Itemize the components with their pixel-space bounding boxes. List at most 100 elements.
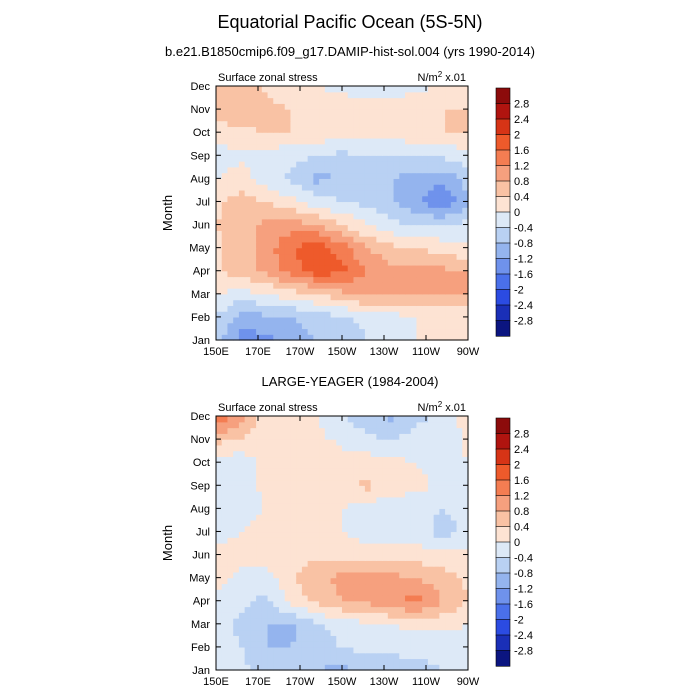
y-tick-label: Sep [190, 150, 210, 162]
heatmap-cell [324, 137, 332, 145]
heatmap-cell [462, 328, 469, 335]
heatmap-cell [405, 224, 412, 231]
heatmap-cell [238, 201, 246, 208]
heatmap-cell [456, 155, 463, 162]
heatmap-cell [233, 543, 240, 550]
heatmap-cell [450, 155, 458, 162]
heatmap-cell [427, 543, 435, 550]
colorbar-swatch [495, 180, 511, 198]
heatmap-cell [416, 473, 423, 481]
heatmap-cell [296, 236, 303, 243]
colorbar-label: -0.4 [514, 553, 533, 565]
heatmap-cell [422, 91, 429, 99]
heatmap-cell [359, 143, 366, 151]
heatmap-cell [416, 137, 423, 145]
heatmap-cell [405, 664, 412, 671]
heatmap-cell [445, 658, 452, 665]
heatmap-cell [336, 224, 343, 231]
heatmap-cell [313, 450, 320, 458]
heatmap-cell [319, 589, 326, 596]
heatmap-cell [439, 334, 446, 341]
heatmap-cell [301, 114, 309, 122]
heatmap-cell [342, 195, 349, 203]
heatmap-cell [313, 103, 320, 110]
heatmap-cell [370, 606, 377, 613]
heatmap-cell [416, 652, 423, 660]
heatmap-cell [267, 594, 274, 602]
heatmap-cell [336, 178, 343, 185]
heatmap-cell [244, 259, 251, 266]
heatmap-cell [307, 293, 314, 301]
heatmap-cell [238, 618, 246, 625]
heatmap-cell [347, 224, 355, 231]
heatmap-cell [290, 91, 297, 99]
heatmap-cell [336, 525, 343, 533]
heatmap-cell [244, 236, 251, 243]
heatmap-cell [393, 646, 400, 654]
heatmap-cell [324, 485, 332, 492]
heatmap-cell [267, 623, 274, 631]
colorbar-label: 1.6 [514, 145, 529, 157]
heatmap-cell [233, 236, 240, 243]
heatmap-cell [250, 646, 257, 654]
heatmap-cell [216, 103, 223, 110]
heatmap-cell [393, 491, 400, 498]
heatmap-cell [238, 548, 246, 556]
heatmap-cell [324, 664, 332, 671]
heatmap-cell [216, 276, 223, 283]
heatmap-cell [256, 560, 263, 567]
heatmap-cell [233, 161, 240, 168]
heatmap-cell [347, 86, 355, 93]
heatmap-cell [410, 126, 418, 133]
heatmap-cell [405, 288, 412, 295]
heatmap-cell [216, 86, 223, 93]
heatmap-cell [261, 560, 269, 567]
heatmap-cell [382, 201, 389, 208]
heatmap-cell [313, 137, 320, 145]
heatmap-cell [307, 161, 314, 168]
heatmap-cell [422, 276, 429, 283]
heatmap-cell [422, 548, 429, 556]
heatmap-cell [279, 293, 286, 301]
heatmap-cell [422, 658, 429, 665]
heatmap-cell [256, 456, 263, 463]
heatmap-cell [422, 467, 429, 475]
heatmap-cell [330, 109, 337, 116]
heatmap-cell [364, 247, 372, 255]
heatmap-cell [279, 224, 286, 231]
heatmap-cell [427, 629, 435, 636]
heatmap-cell [342, 201, 349, 208]
heatmap-cell [433, 207, 440, 214]
heatmap-cell [227, 103, 234, 110]
heatmap-cell [319, 189, 326, 197]
heatmap-cell [427, 473, 435, 481]
colorbar-swatch [495, 634, 511, 652]
heatmap-cell [296, 560, 303, 567]
heatmap-cell [422, 316, 429, 324]
heatmap-cell [399, 658, 406, 665]
heatmap-cell [307, 583, 314, 590]
heatmap-cell [273, 571, 280, 579]
heatmap-cell [445, 103, 452, 110]
heatmap-cell [296, 514, 303, 521]
heatmap-cell [261, 485, 269, 492]
heatmap-cell [238, 91, 246, 99]
heatmap-cell [359, 109, 366, 116]
heatmap-cell [256, 491, 263, 498]
heatmap-cell [359, 184, 366, 191]
heatmap-cell [330, 218, 337, 226]
heatmap-cell [422, 594, 429, 602]
heatmap-cell [359, 629, 366, 636]
heatmap-cell [301, 467, 309, 475]
heatmap-cell [427, 126, 435, 133]
heatmap-cell [336, 589, 343, 596]
heatmap-cell [376, 525, 383, 533]
heatmap-cell [336, 91, 343, 99]
heatmap-cell [313, 629, 320, 636]
heatmap-cell [336, 241, 343, 249]
heatmap-cell [456, 224, 463, 231]
heatmap-cell [216, 236, 223, 243]
heatmap-cell [290, 427, 297, 434]
heatmap-cell [313, 91, 320, 99]
heatmap-cell [336, 103, 343, 110]
